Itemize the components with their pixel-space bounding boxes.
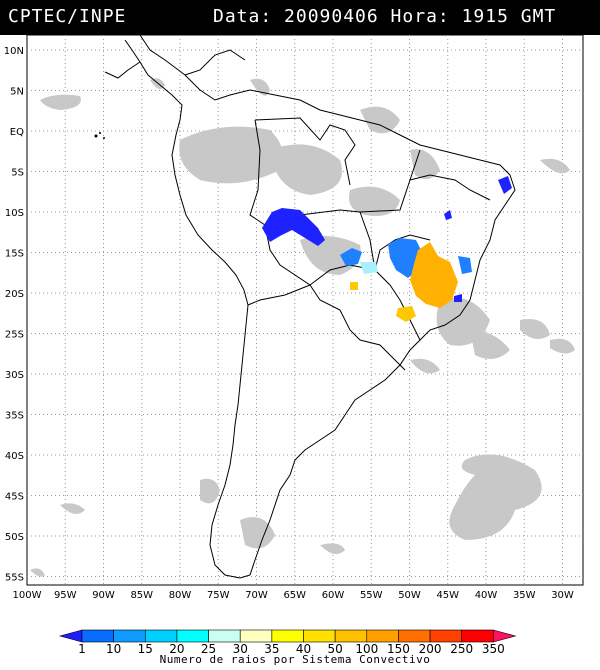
system-minas-blue bbox=[458, 256, 472, 274]
colorbar-label: 20 bbox=[169, 642, 184, 656]
system-parana bbox=[396, 306, 416, 322]
colorbar-swatch bbox=[81, 629, 114, 643]
colorbar-label: 30 bbox=[233, 642, 248, 656]
colorbar-label: 100 bbox=[355, 642, 378, 656]
colorbar-labels: 1 10 15 20 25 30 35 40 50 100 150 200 250 350 bbox=[78, 642, 505, 656]
lon-label: 50W bbox=[398, 590, 421, 601]
lat-label: 10S bbox=[5, 208, 24, 219]
colorbar-label: 35 bbox=[264, 642, 279, 656]
colorbar-label: 1 bbox=[78, 642, 86, 656]
colorbar-label: 50 bbox=[328, 642, 343, 656]
colorbar-swatch bbox=[303, 629, 336, 643]
colorbar-swatch bbox=[398, 629, 431, 643]
source-label: CPTEC/INPE bbox=[8, 6, 127, 27]
colorbar-label: 40 bbox=[296, 642, 311, 656]
colorbar-label: 250 bbox=[450, 642, 473, 656]
lat-label: 45S bbox=[5, 492, 24, 503]
lightning-map: 10N5NEQ5S10S15S20S25S30S35S40S45S50S55S … bbox=[4, 34, 584, 601]
lon-label: 85W bbox=[130, 590, 153, 601]
lat-label: 5S bbox=[11, 168, 24, 179]
lon-label: 60W bbox=[322, 590, 345, 601]
convective-systems bbox=[262, 176, 512, 322]
system-rondonia bbox=[262, 208, 325, 246]
lat-label: 25S bbox=[5, 330, 24, 341]
lon-label: 35W bbox=[513, 590, 536, 601]
lon-label: 100W bbox=[13, 590, 42, 601]
island-marks bbox=[94, 132, 105, 139]
lat-label: 40S bbox=[5, 451, 24, 462]
lon-label: 70W bbox=[245, 590, 268, 601]
colorbar-caption: Numero de raios por Sistema Convectivo bbox=[159, 653, 431, 666]
colorbar-swatch bbox=[429, 629, 463, 643]
title-bar: CPTEC/INPE Data: 20090406 Hora: 1915 GMT bbox=[0, 0, 600, 35]
lon-label: 90W bbox=[92, 590, 115, 601]
lon-label: 40W bbox=[475, 590, 498, 601]
datetime-label: Data: 20090406 Hora: 1915 GMT bbox=[213, 6, 557, 27]
system-mato-grosso-cyan bbox=[360, 262, 378, 274]
colorbar-swatch bbox=[461, 629, 494, 643]
colorbar-label: 350 bbox=[482, 642, 505, 656]
system-goias-minas bbox=[410, 242, 458, 308]
colorbar-swatch bbox=[144, 629, 178, 643]
system-bahia-coast bbox=[498, 176, 512, 194]
lon-label: 80W bbox=[169, 590, 192, 601]
lon-label: 65W bbox=[283, 590, 306, 601]
colorbar-label: 15 bbox=[138, 642, 153, 656]
colorbar-label: 200 bbox=[419, 642, 442, 656]
lat-label: 10N bbox=[4, 46, 24, 57]
colorbar-swatch bbox=[334, 629, 368, 643]
colorbar-swatch bbox=[58, 629, 83, 643]
lon-label: 45W bbox=[436, 590, 459, 601]
lat-label: 30S bbox=[5, 370, 24, 381]
lat-label: 20S bbox=[5, 289, 24, 300]
longitude-labels: 100W 95W 90W 85W 80W 75W 70W 65W 60W 55W 50W 45W 40W… bbox=[13, 590, 574, 601]
colorbar-swatch bbox=[113, 629, 146, 643]
latitude-labels: 10N 5N EQ 5S 10S 15S 20S 25S 30S 35S 40S 45S 50S 55S bbox=[4, 46, 24, 584]
grid-lines bbox=[27, 35, 583, 585]
colorbar-label: 25 bbox=[201, 642, 216, 656]
colorbar-swatches bbox=[58, 629, 517, 643]
colorbar-swatch bbox=[271, 629, 304, 643]
lon-label: 75W bbox=[207, 590, 230, 601]
system-minas-south bbox=[454, 294, 462, 302]
lon-label: 30W bbox=[551, 590, 574, 601]
cloud-cover bbox=[30, 78, 575, 577]
colorbar: 1 10 15 20 25 30 35 40 50 100 150 200 250 350 bbox=[58, 629, 517, 656]
lat-label: 35S bbox=[5, 411, 24, 422]
lat-label: 50S bbox=[5, 532, 24, 543]
colorbar-label: 150 bbox=[387, 642, 410, 656]
lat-label: 55S bbox=[5, 573, 24, 584]
colorbar-label: 10 bbox=[106, 642, 121, 656]
colorbar-swatch bbox=[208, 629, 241, 643]
lon-label: 95W bbox=[54, 590, 77, 601]
coastlines bbox=[104, 34, 516, 579]
system-small-yellow bbox=[350, 282, 358, 290]
colorbar-swatch bbox=[493, 629, 517, 643]
colorbar-swatch bbox=[239, 629, 273, 643]
lat-label: 5N bbox=[10, 87, 24, 98]
system-mato-grosso-west bbox=[340, 248, 362, 266]
lat-label: EQ bbox=[10, 127, 24, 138]
lat-label: 15S bbox=[5, 249, 24, 260]
system-tocantins bbox=[444, 210, 452, 220]
colorbar-swatch bbox=[366, 629, 399, 643]
lon-label: 55W bbox=[360, 590, 383, 601]
colorbar-swatch bbox=[176, 629, 209, 643]
